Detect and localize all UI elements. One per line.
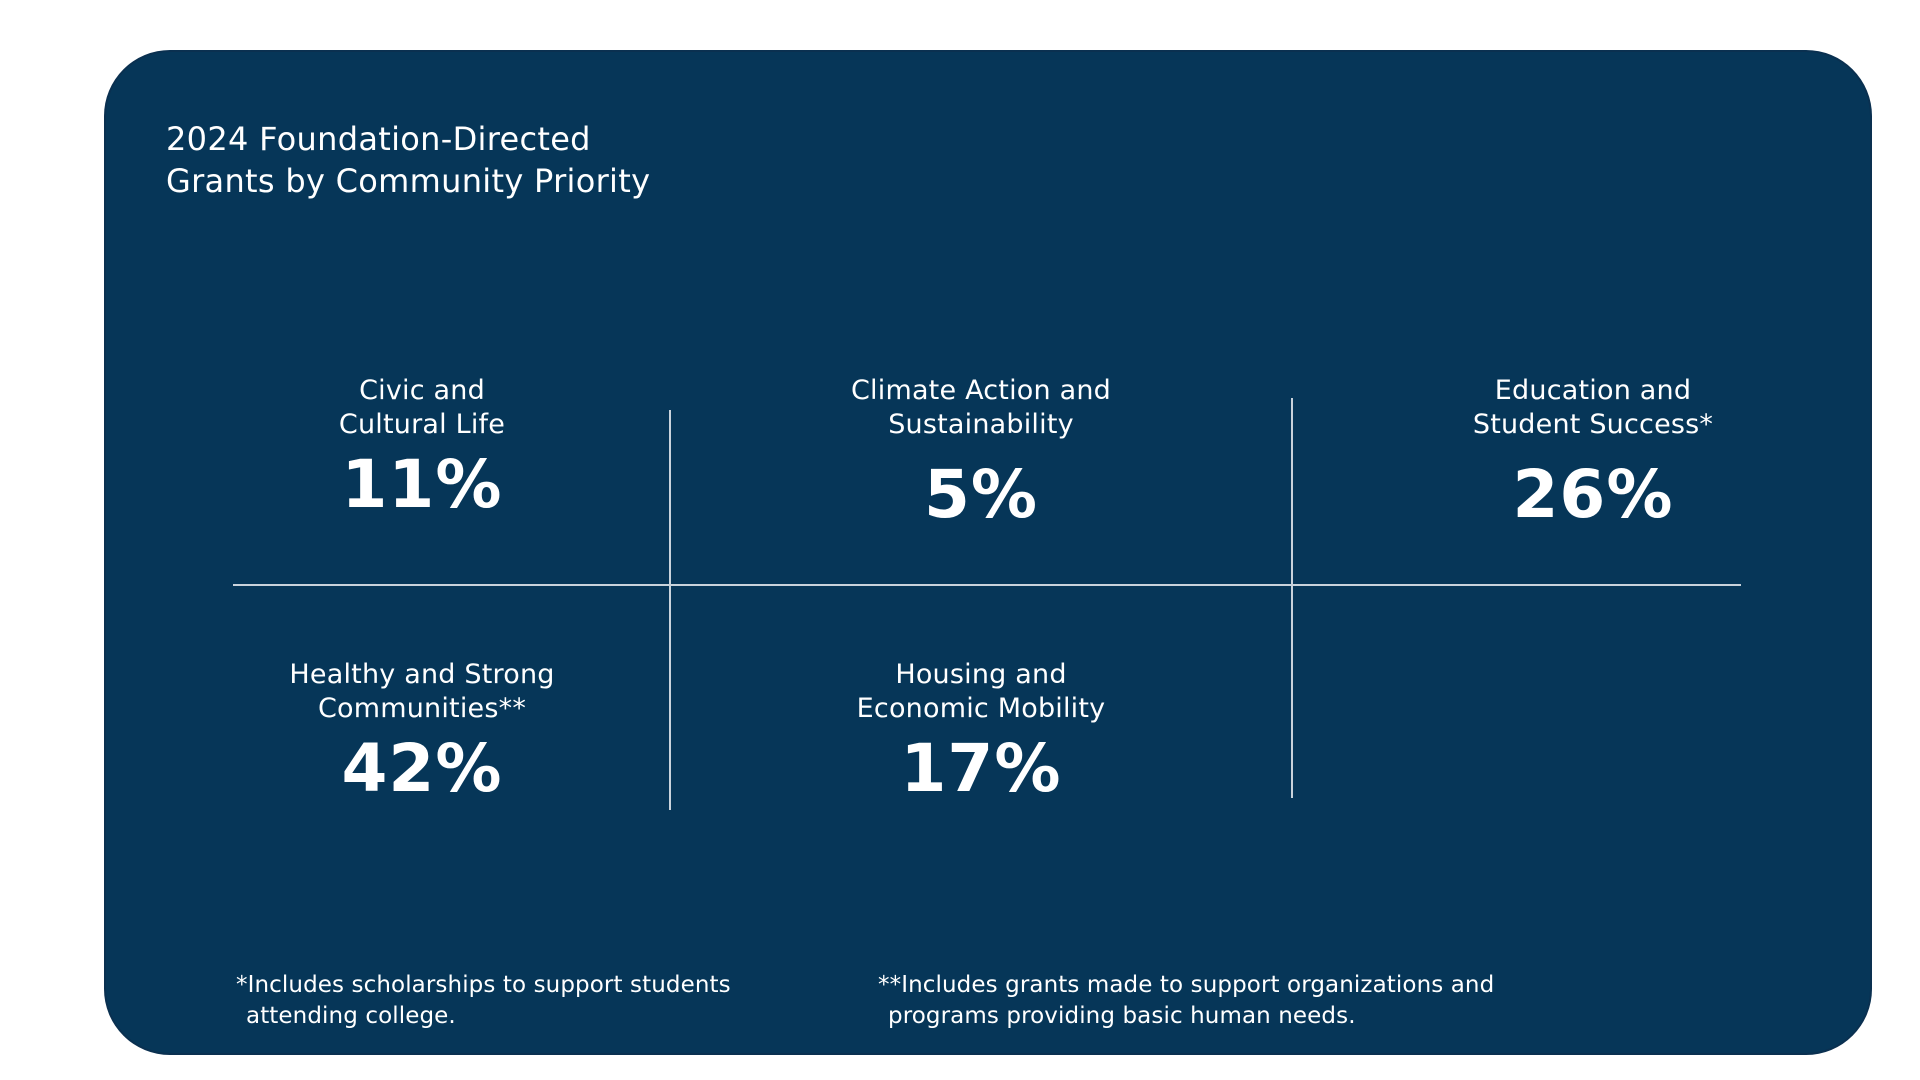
category-label: Housing and Economic Mobility xyxy=(671,658,1291,726)
category-value: 11% xyxy=(341,446,503,523)
category-label: Education and Student Success* xyxy=(1293,374,1893,442)
category-label: Climate Action and Sustainability xyxy=(671,374,1291,442)
category-label: Healthy and Strong Communities** xyxy=(106,658,738,726)
category-label-line: Communities** xyxy=(317,693,527,724)
category-label-line: Economic Mobility xyxy=(856,693,1106,724)
horizontal-divider xyxy=(233,584,1741,586)
footnote-basic-needs: **Includes grants made to support organi… xyxy=(878,970,1578,1032)
category-value: 17% xyxy=(900,730,1062,807)
category-healthy-strong-communities: Healthy and Strong Communities** 42% xyxy=(106,658,738,806)
category-label: Civic and Cultural Life xyxy=(106,374,738,442)
footnote-line: *Includes scholarships to support studen… xyxy=(236,972,731,998)
footnote-line: attending college. xyxy=(246,1003,456,1029)
category-label-line: Cultural Life xyxy=(338,409,506,440)
category-education-student-success: Education and Student Success* 26% xyxy=(1293,374,1893,532)
grants-panel: 2024 Foundation-Directed Grants by Commu… xyxy=(106,52,1870,1053)
category-label-line: Sustainability xyxy=(888,409,1074,440)
chart-title: 2024 Foundation-Directed Grants by Commu… xyxy=(166,118,650,202)
category-label-line: Housing and xyxy=(895,659,1067,690)
category-label-line: Climate Action and xyxy=(850,375,1112,406)
category-label-line: Student Success* xyxy=(1472,409,1714,440)
footnote-line: **Includes grants made to support organi… xyxy=(878,972,1495,998)
vertical-divider-left xyxy=(669,410,671,810)
footnote-scholarships: *Includes scholarships to support studen… xyxy=(236,970,796,1032)
category-housing-economic-mobility: Housing and Economic Mobility 17% xyxy=(671,658,1291,806)
category-label-line: Education and xyxy=(1494,375,1692,406)
category-value: 26% xyxy=(1512,456,1674,533)
category-value: 5% xyxy=(923,456,1039,533)
vertical-divider-right xyxy=(1291,398,1293,798)
category-civic-cultural-life: Civic and Cultural Life 11% xyxy=(106,374,738,522)
category-value: 42% xyxy=(341,730,503,807)
category-label-line: Civic and xyxy=(359,375,485,406)
chart-title-line-1: 2024 Foundation-Directed xyxy=(166,120,591,158)
category-label-line: Healthy and Strong xyxy=(289,659,555,690)
category-climate-action-sustainability: Climate Action and Sustainability 5% xyxy=(671,374,1291,532)
footnote-line: programs providing basic human needs. xyxy=(888,1003,1356,1029)
chart-title-line-2: Grants by Community Priority xyxy=(166,162,651,200)
